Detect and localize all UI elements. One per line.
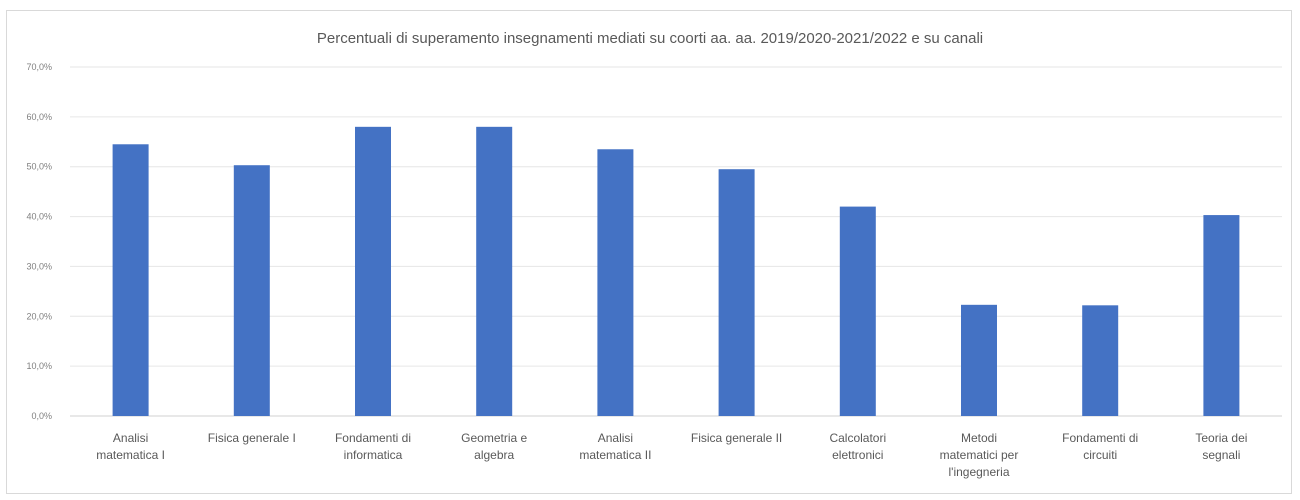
x-category-label: Teoria dei	[1195, 431, 1247, 445]
bar	[961, 304, 997, 416]
bar	[355, 126, 391, 416]
x-category-label: Calcolatori	[829, 431, 886, 445]
x-category-label: segnali	[1202, 448, 1240, 462]
bar	[1203, 215, 1240, 416]
x-category-label: Fondamenti di	[335, 431, 411, 445]
y-tick-label: 30,0%	[26, 261, 52, 271]
y-tick-label: 60,0%	[26, 112, 52, 122]
y-tick-label: 40,0%	[26, 212, 52, 222]
chart-title: Percentuali di superamento insegnamenti …	[316, 30, 984, 47]
x-category-label: algebra	[474, 448, 514, 462]
x-category-label: l'ingegneria	[948, 465, 1009, 479]
x-category-label: informatica	[344, 448, 403, 462]
x-category-label: Fondamenti di	[1062, 431, 1138, 445]
y-tick-label: 20,0%	[26, 311, 52, 321]
x-category-label: matematici per	[940, 448, 1019, 462]
x-category-label: matematica II	[579, 448, 651, 462]
bar	[476, 126, 513, 416]
bar	[718, 169, 755, 416]
y-tick-label: 0,0%	[31, 411, 52, 421]
y-tick-label: 50,0%	[26, 162, 52, 172]
y-tick-label: 10,0%	[26, 361, 52, 371]
x-category-label: Geometria e	[461, 431, 527, 445]
bar	[112, 144, 149, 416]
x-category-label: Fisica generale I	[208, 431, 296, 445]
x-category-label: Fisica generale II	[691, 431, 782, 445]
chart-frame	[6, 10, 1292, 494]
bar	[233, 165, 270, 416]
x-category-label: Analisi	[598, 431, 633, 445]
bar	[1082, 305, 1119, 416]
x-category-label: elettronici	[832, 448, 883, 462]
x-category-label: matematica I	[96, 448, 165, 462]
bar	[597, 149, 634, 416]
x-category-label: circuiti	[1083, 448, 1117, 462]
y-tick-label: 70,0%	[26, 62, 52, 72]
x-category-label: Analisi	[113, 431, 148, 445]
x-category-label: Metodi	[961, 431, 997, 445]
bar	[839, 206, 876, 416]
